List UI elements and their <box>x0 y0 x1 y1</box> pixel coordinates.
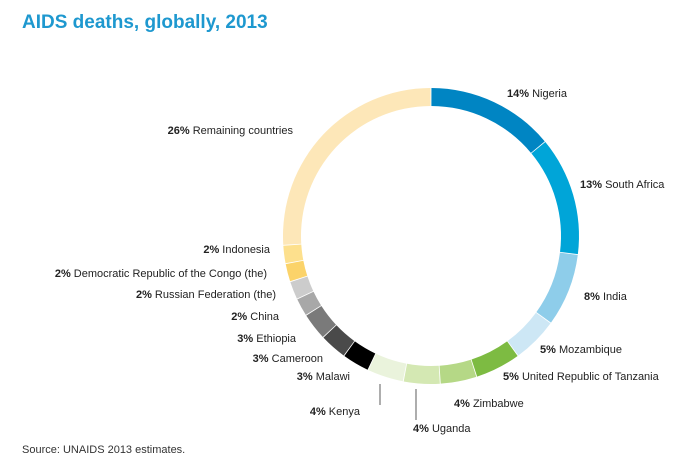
label-pct-russian-federation-the: 2% <box>136 289 152 301</box>
label-mozambique: 5% Mozambique <box>540 344 622 356</box>
label-pct-china: 2% <box>231 311 247 323</box>
label-text-nigeria: Nigeria <box>529 88 568 100</box>
label-text-zimbabwe: Zimbabwe <box>470 398 524 410</box>
label-pct-ethiopia: 3% <box>237 333 253 345</box>
label-democratic-republic-of-the-congo-the: 2% Democratic Republic of the Congo (the… <box>55 268 267 280</box>
slice-malawi <box>344 341 376 370</box>
label-pct-cameroon: 3% <box>253 353 269 365</box>
label-pct-united-republic-of-tanzania: 5% <box>503 371 519 383</box>
label-pct-nigeria: 14% <box>507 88 529 100</box>
label-text-kenya: Kenya <box>326 406 361 418</box>
label-pct-malawi: 3% <box>297 371 313 383</box>
label-south-africa: 13% South Africa <box>580 179 665 191</box>
slice-cameroon <box>323 325 355 356</box>
label-zimbabwe: 4% Zimbabwe <box>454 398 524 410</box>
label-cameroon: 3% Cameroon <box>253 353 323 365</box>
slice-indonesia <box>283 244 304 264</box>
slice-uganda <box>403 363 440 384</box>
label-text-mozambique: Mozambique <box>556 344 622 356</box>
label-pct-india: 8% <box>584 291 600 303</box>
label-pct-democratic-republic-of-the-congo-the: 2% <box>55 268 71 280</box>
label-ethiopia: 3% Ethiopia <box>237 333 297 345</box>
label-text-united-republic-of-tanzania: United Republic of Tanzania <box>519 371 660 383</box>
slice-remaining-countries <box>283 88 431 245</box>
label-remaining-countries: 26% Remaining countries <box>168 125 294 137</box>
label-pct-kenya: 4% <box>310 406 326 418</box>
label-india: 8% India <box>584 291 628 303</box>
slice-nigeria <box>431 88 545 153</box>
label-uganda: 4% Uganda <box>413 423 471 435</box>
label-malawi: 3% Malawi <box>297 371 350 383</box>
label-pct-remaining-countries: 26% <box>168 125 190 137</box>
slice-ethiopia <box>306 305 336 337</box>
label-text-cameroon: Cameroon <box>269 353 323 365</box>
label-text-malawi: Malawi <box>313 371 350 383</box>
label-china: 2% China <box>231 311 280 323</box>
slice-south-africa <box>531 142 579 255</box>
label-pct-zimbabwe: 4% <box>454 398 470 410</box>
label-pct-uganda: 4% <box>413 423 429 435</box>
label-text-democratic-republic-of-the-congo-the: Democratic Republic of the Congo (the) <box>71 268 267 280</box>
label-text-indonesia: Indonesia <box>219 244 271 256</box>
slice-zimbabwe <box>439 359 477 384</box>
label-pct-mozambique: 5% <box>540 344 556 356</box>
label-pct-south-africa: 13% <box>580 179 602 191</box>
label-kenya: 4% Kenya <box>310 406 361 418</box>
slice-kenya <box>368 353 407 382</box>
label-russian-federation-the: 2% Russian Federation (the) <box>136 289 276 301</box>
label-indonesia: 2% Indonesia <box>203 244 271 256</box>
label-nigeria: 14% Nigeria <box>507 88 568 100</box>
label-text-russian-federation-the: Russian Federation (the) <box>152 289 276 301</box>
label-text-india: India <box>600 291 628 303</box>
label-text-remaining-countries: Remaining countries <box>190 125 294 137</box>
slice-united-republic-of-tanzania <box>471 341 518 377</box>
slice-china <box>297 291 322 315</box>
slice-democratic-republic-of-the-congo-the <box>285 260 308 282</box>
slice-russian-federation-the <box>290 276 314 299</box>
source-note: Source: UNAIDS 2013 estimates. <box>22 444 186 456</box>
label-pct-indonesia: 2% <box>203 244 219 256</box>
label-text-ethiopia: Ethiopia <box>253 333 297 345</box>
slice-mozambique <box>507 312 551 356</box>
slice-india <box>536 252 578 323</box>
chart-title: AIDS deaths, globally, 2013 <box>22 12 268 33</box>
label-text-uganda: Uganda <box>429 423 471 435</box>
label-united-republic-of-tanzania: 5% United Republic of Tanzania <box>503 371 660 383</box>
label-text-south-africa: South Africa <box>602 179 665 191</box>
label-text-china: China <box>247 311 280 323</box>
